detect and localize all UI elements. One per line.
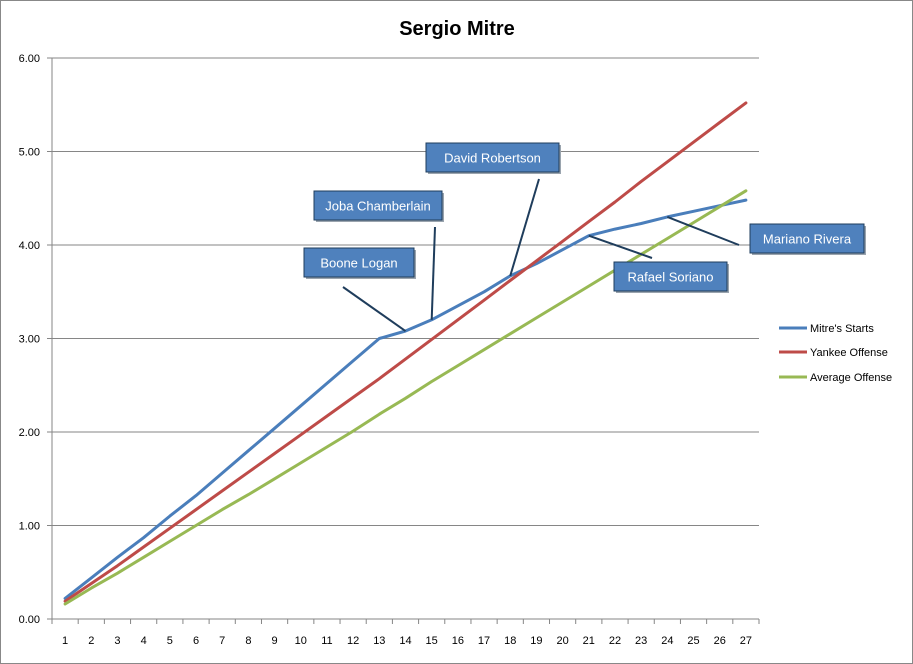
annotation-pointer [509, 178, 540, 277]
x-tick-label: 3 [114, 635, 120, 647]
x-tick-label: 27 [740, 635, 752, 647]
x-tick-label: 11 [321, 635, 332, 647]
x-tick-label: 26 [714, 635, 726, 647]
series-lines [63, 101, 748, 606]
legend-label: Mitre's Starts [810, 323, 874, 335]
legend-label: Average Offense [810, 372, 892, 384]
series-line-2 [63, 189, 748, 606]
x-tick-label: 8 [245, 635, 251, 647]
x-tick-label: 5 [167, 635, 173, 647]
x-tick-label: 12 [347, 635, 359, 647]
x-tick-label: 9 [272, 635, 278, 647]
x-tick-label: 19 [530, 635, 542, 647]
x-tick-label: 10 [295, 635, 307, 647]
x-tick-label: 21 [583, 635, 595, 647]
chart-title: Sergio Mitre [399, 18, 515, 40]
x-tick-label: 13 [373, 635, 385, 647]
annotation-pointer [430, 226, 436, 320]
annotation-box [313, 190, 443, 221]
y-tick-label: 0.00 [19, 614, 40, 626]
annotation-box [613, 261, 728, 292]
x-tick-label: 24 [661, 635, 673, 647]
x-tick-label: 14 [399, 635, 411, 647]
annotation-pointer [588, 234, 653, 259]
legend: Mitre's Starts Yankee Offense Average Offe… [779, 323, 892, 384]
y-tick-label: 1.00 [19, 521, 40, 533]
x-tick-label: 4 [141, 635, 147, 647]
annotation-box [303, 247, 415, 278]
annotation-label: Boone Logan [320, 256, 397, 271]
x-tick-label: 1 [62, 635, 68, 647]
x-tick-label: 25 [687, 635, 699, 647]
x-tick-label: 2 [88, 635, 94, 647]
x-tick-label: 17 [478, 635, 490, 647]
annotation-label: Mariano Rivera [763, 232, 852, 247]
annotation-label: Joba Chamberlain [325, 199, 431, 214]
annotation-box [425, 142, 560, 173]
axes: 0.001.002.003.004.005.006.001 2 3 4 5 6 7 8 9 10 1… [19, 53, 760, 647]
x-tick-label: 6 [193, 635, 199, 647]
x-tick-label: 23 [635, 635, 647, 647]
y-tick-label: 2.00 [19, 427, 40, 439]
x-tick-label: 20 [556, 635, 568, 647]
x-tick-label: 18 [504, 635, 516, 647]
annotation-label: Rafael Soriano [628, 270, 714, 285]
series-line-1 [63, 101, 748, 603]
x-tick-label: 22 [609, 635, 621, 647]
x-tick-label: 16 [452, 635, 464, 647]
y-tick-label: 4.00 [19, 240, 40, 252]
annotation-box [749, 223, 865, 254]
annotations: Boone Logan Joba Chamberlain David Roberts… [303, 142, 866, 332]
x-tick-label: 15 [426, 635, 438, 647]
annotation-label: David Robertson [444, 151, 541, 166]
annotation-pointer [666, 216, 740, 246]
y-tick-label: 5.00 [19, 147, 40, 159]
legend-label: Yankee Offense [810, 347, 888, 359]
x-tick-label: 7 [219, 635, 225, 647]
y-tick-label: 3.00 [19, 334, 40, 346]
gridlines [52, 57, 759, 526]
annotation-pointer [342, 286, 407, 332]
y-tick-label: 6.00 [19, 53, 40, 65]
